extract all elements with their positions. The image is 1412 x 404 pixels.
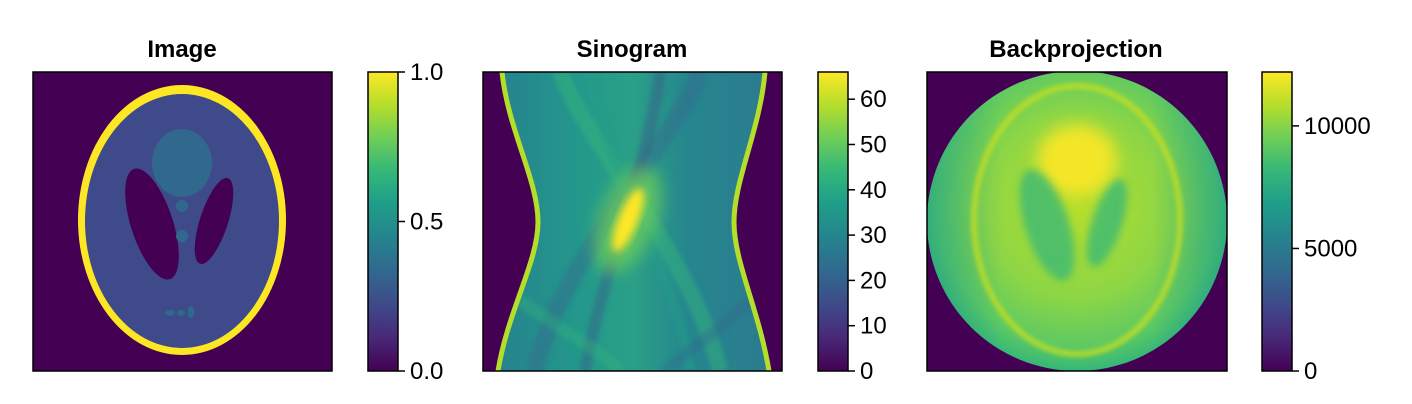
sinogram-colorbar-tick-label: 60 [860,86,887,113]
backprojection-skull-ring [971,83,1183,357]
phantom-dot-bottom-mid [177,310,185,316]
backprojection-right-ventricle [1086,179,1128,267]
image-colorbar-tick-label: 0.5 [410,209,443,236]
sinogram-axes-frame [482,71,783,372]
image-axes-frame [32,71,333,372]
backprojection-axes-frame [926,71,1228,372]
sinogram-colorbar-tick-label: 40 [860,177,887,204]
sinogram-colorbar-tick-label: 50 [860,131,887,158]
backprojection-bright-top [1037,124,1117,196]
image-title: Image [147,36,216,63]
sinogram-hotspot [612,188,644,252]
sinogram-colorbar-ticks: 0 10 20 30 40 50 60 [848,86,887,385]
phantom-right-ventricle [194,177,234,265]
sinogram-colorbar: 0 10 20 30 40 50 60 [817,71,887,385]
sinogram-left-edge [495,72,541,371]
sinogram-colorbar-bar [817,71,849,372]
backprojection-disk-shade [927,72,1227,371]
backprojection-left-ventricle [1019,169,1075,281]
sinogram-colorbar-tick-label: 20 [860,267,887,294]
phantom-upper-blob [152,129,212,197]
backprojection-colorbar: 0 5000 10000 [1261,71,1371,385]
phantom-dot-middle [176,230,188,242]
backprojection-colorbar-tick-label: 0 [1304,358,1317,385]
phantom-dot-upper [176,200,188,212]
sinogram-heatmap [483,72,782,371]
sinogram-colorbar-tick-label: 30 [860,222,887,249]
phantom-dot-bottom-left [165,310,175,316]
phantom-brain [85,94,279,348]
image-panel: Image 0.0 0.5 1.0 [32,36,443,385]
phantom-heatmap [33,72,332,371]
sinogram-title: Sinogram [577,36,688,63]
image-colorbar: 0.0 0.5 1.0 [367,59,443,385]
backprojection-panel: Backprojection 0 5000 10000 [926,36,1371,385]
image-colorbar-bar [367,71,399,372]
phantom-left-ventricle [125,168,179,280]
backprojection-heatmap [927,72,1227,371]
sinogram-colorbar-tick-label: 0 [860,358,873,385]
backprojection-colorbar-tick-label: 5000 [1304,235,1357,262]
backprojection-colorbar-bar [1261,71,1293,372]
backprojection-colorbar-tick-label: 10000 [1304,113,1371,140]
phantom-dot-bottom-right [187,306,195,318]
backprojection-colorbar-ticks: 0 5000 10000 [1292,113,1371,385]
sinogram-right-edge [731,72,772,371]
image-colorbar-tick-label: 0.0 [410,358,443,385]
backprojection-title: Backprojection [989,36,1162,63]
image-colorbar-tick-label: 1.0 [410,59,443,86]
sinogram-panel: Sinogram 0 10 20 30 40 50 60 [482,36,887,385]
sinogram-colorbar-tick-label: 10 [860,313,887,340]
image-colorbar-ticks: 0.0 0.5 1.0 [398,59,443,385]
